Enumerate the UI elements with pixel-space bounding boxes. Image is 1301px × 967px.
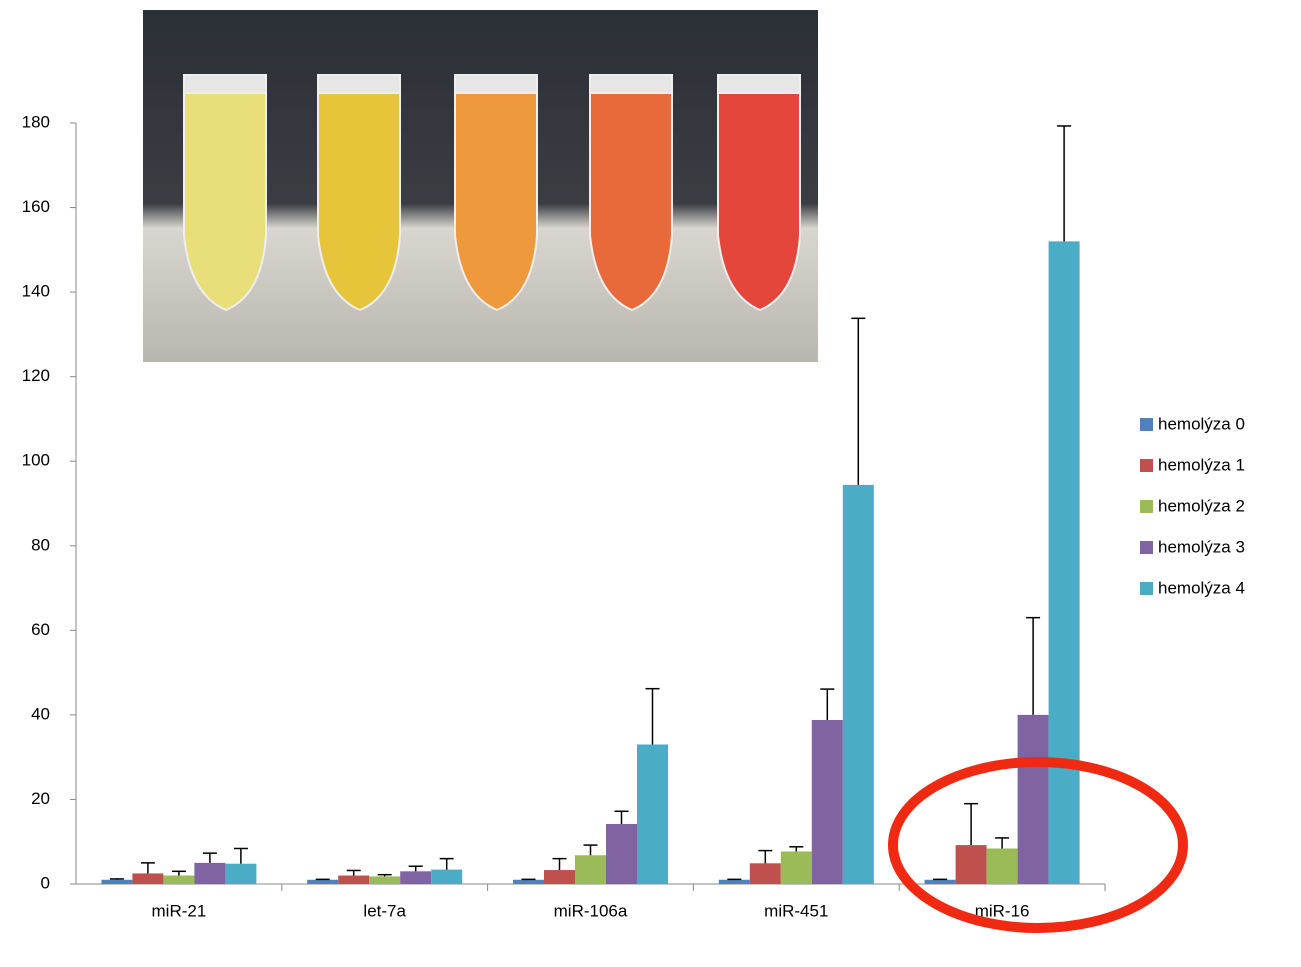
bar xyxy=(719,880,750,884)
legend-swatch xyxy=(1140,541,1153,554)
error-bar xyxy=(964,804,978,845)
y-tick-label: 180 xyxy=(22,112,50,131)
y-tick-label: 60 xyxy=(31,620,50,639)
y-tick-label: 20 xyxy=(31,789,50,808)
error-bar xyxy=(440,859,454,870)
legend-swatch xyxy=(1140,418,1153,431)
error-bar xyxy=(1057,126,1071,241)
error-bar xyxy=(789,847,803,852)
x-tick-label: let-7a xyxy=(363,901,406,920)
bar xyxy=(956,845,987,884)
error-bar xyxy=(995,838,1009,849)
error-bar xyxy=(1026,618,1040,715)
bar xyxy=(575,855,606,884)
legend-swatch xyxy=(1140,582,1153,595)
bar xyxy=(750,863,781,884)
bar xyxy=(400,871,431,884)
error-bar xyxy=(203,853,217,863)
y-tick-label: 80 xyxy=(31,535,50,554)
y-tick-label: 160 xyxy=(22,197,50,216)
legend-label: hemolýza 0 xyxy=(1158,414,1245,433)
error-bar xyxy=(584,845,598,855)
legend-label: hemolýza 3 xyxy=(1158,537,1245,556)
bar xyxy=(369,876,400,884)
bar xyxy=(431,870,462,884)
photo-inset xyxy=(143,10,818,362)
bar xyxy=(225,864,256,884)
x-tick-label: miR-451 xyxy=(764,901,828,920)
x-tick-label: miR-21 xyxy=(152,901,207,920)
error-bar xyxy=(409,866,423,871)
bar xyxy=(1018,715,1049,884)
bar xyxy=(132,873,163,884)
bar xyxy=(307,880,338,884)
bar xyxy=(101,880,132,884)
y-tick-label: 0 xyxy=(41,873,50,892)
bar xyxy=(925,880,956,884)
error-bar xyxy=(234,848,248,863)
error-bar xyxy=(553,859,567,870)
bar xyxy=(544,870,575,884)
legend-label: hemolýza 1 xyxy=(1158,455,1245,474)
error-bar xyxy=(141,863,155,874)
legend-label: hemolýza 2 xyxy=(1158,496,1245,515)
error-bar xyxy=(646,689,660,745)
bar xyxy=(1049,241,1080,884)
legend-swatch xyxy=(1140,459,1153,472)
error-bar xyxy=(347,870,361,875)
error-bar xyxy=(615,811,629,824)
bar xyxy=(163,876,194,884)
bar xyxy=(812,720,843,884)
error-bar xyxy=(110,879,124,880)
error-bar xyxy=(851,318,865,485)
y-tick-label: 120 xyxy=(22,366,50,385)
legend-swatch xyxy=(1140,500,1153,513)
x-tick-label: miR-106a xyxy=(554,901,628,920)
bar xyxy=(606,824,637,884)
y-tick-label: 40 xyxy=(31,704,50,723)
bar xyxy=(843,485,874,884)
y-tick-label: 140 xyxy=(22,282,50,301)
error-bar xyxy=(378,875,392,877)
error-bar xyxy=(758,851,772,864)
error-bar xyxy=(820,689,834,720)
y-tick-label: 100 xyxy=(22,451,50,470)
bar xyxy=(781,851,812,884)
bar xyxy=(987,848,1018,884)
bar xyxy=(338,876,369,884)
bar xyxy=(513,880,544,884)
bar xyxy=(637,744,668,884)
bar xyxy=(194,863,225,884)
error-bar xyxy=(172,871,186,875)
legend-label: hemolýza 4 xyxy=(1158,578,1245,597)
